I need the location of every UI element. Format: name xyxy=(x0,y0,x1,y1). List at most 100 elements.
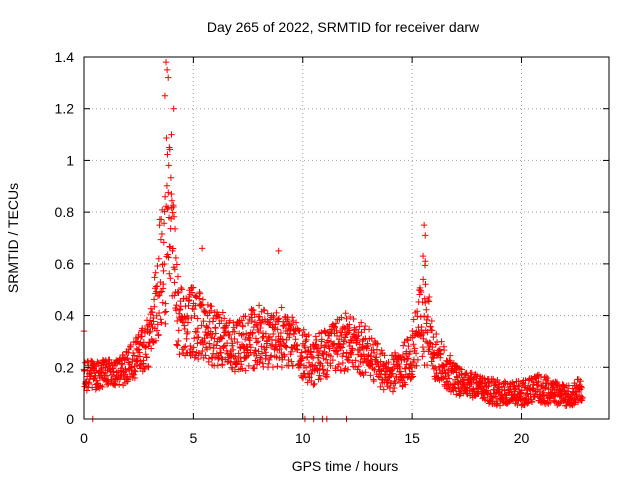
data-point xyxy=(424,328,431,336)
data-point xyxy=(147,305,155,312)
data-point xyxy=(188,289,196,296)
data-point xyxy=(423,361,431,369)
data-point xyxy=(190,344,197,351)
data-point xyxy=(554,382,561,389)
data-point xyxy=(355,332,362,339)
data-point xyxy=(428,327,436,334)
data-point xyxy=(188,350,196,358)
data-point xyxy=(163,134,170,142)
data-point xyxy=(201,308,209,315)
data-point xyxy=(496,402,504,409)
data-point xyxy=(539,391,546,398)
data-point xyxy=(161,193,169,200)
data-point xyxy=(498,391,505,398)
data-point xyxy=(161,260,168,268)
data-point xyxy=(349,345,356,353)
data-point xyxy=(440,346,448,354)
data-point xyxy=(233,322,240,329)
data-point xyxy=(346,327,353,334)
data-point xyxy=(205,355,213,362)
data-point xyxy=(195,333,202,341)
data-point xyxy=(173,317,181,325)
data-point xyxy=(175,327,182,334)
data-point xyxy=(150,296,158,303)
data-point xyxy=(155,309,163,317)
data-point xyxy=(153,327,161,334)
data-point xyxy=(542,373,550,381)
data-point xyxy=(397,368,405,375)
data-point xyxy=(122,368,129,375)
data-point xyxy=(132,368,139,375)
data-point xyxy=(235,350,242,357)
data-point xyxy=(220,315,228,322)
data-point xyxy=(294,346,301,354)
x-tick-label: 15 xyxy=(404,430,420,446)
data-point xyxy=(327,362,334,369)
data-point xyxy=(165,74,172,81)
data-point xyxy=(445,375,453,382)
data-point xyxy=(228,364,235,371)
data-point xyxy=(87,373,94,380)
data-point xyxy=(191,335,198,342)
data-point xyxy=(219,361,226,369)
data-point xyxy=(159,299,166,306)
data-point xyxy=(405,342,412,350)
data-point xyxy=(254,338,262,345)
data-point xyxy=(177,284,185,292)
data-point xyxy=(534,372,541,379)
data-point xyxy=(332,320,340,327)
data-point xyxy=(315,359,323,366)
data-point xyxy=(357,370,364,378)
data-point xyxy=(338,344,346,351)
data-point xyxy=(547,399,554,406)
data-point xyxy=(337,344,344,352)
y-tick-label: 0.6 xyxy=(55,256,75,272)
data-point xyxy=(315,352,322,359)
data-point xyxy=(443,384,450,392)
data-point xyxy=(196,290,204,297)
data-point xyxy=(543,399,551,407)
data-point xyxy=(420,221,428,229)
data-point xyxy=(168,190,175,198)
data-point xyxy=(241,335,249,343)
data-point xyxy=(211,335,218,342)
data-point xyxy=(190,305,198,313)
y-tick-label: 0.2 xyxy=(55,359,75,375)
y-tick-label: 1 xyxy=(66,152,74,168)
data-point xyxy=(356,323,363,330)
data-point xyxy=(208,303,215,310)
data-point xyxy=(472,371,479,378)
data-point xyxy=(365,326,373,333)
data-point xyxy=(433,330,440,338)
data-point xyxy=(87,357,95,364)
data-point xyxy=(406,348,414,355)
data-point xyxy=(151,303,158,310)
data-point xyxy=(193,328,201,336)
data-point xyxy=(157,236,165,243)
data-point xyxy=(377,383,384,391)
data-point xyxy=(410,316,417,323)
data-point xyxy=(140,357,147,364)
data-point xyxy=(217,349,225,356)
data-point xyxy=(404,355,411,363)
data-point xyxy=(578,384,585,391)
data-point xyxy=(288,321,296,328)
data-point xyxy=(419,343,427,351)
data-point xyxy=(352,357,359,364)
data-point xyxy=(348,351,355,358)
data-point xyxy=(324,337,332,344)
data-point xyxy=(282,321,290,328)
data-point xyxy=(170,203,177,211)
data-point xyxy=(456,365,464,373)
data-point xyxy=(312,362,319,369)
data-point xyxy=(231,368,239,375)
data-point xyxy=(239,331,247,338)
data-point xyxy=(391,384,398,392)
data-point xyxy=(262,349,269,356)
data-point xyxy=(345,357,353,364)
data-point xyxy=(145,363,152,371)
data-point xyxy=(125,359,132,366)
data-point xyxy=(509,379,516,386)
data-point xyxy=(122,355,130,363)
